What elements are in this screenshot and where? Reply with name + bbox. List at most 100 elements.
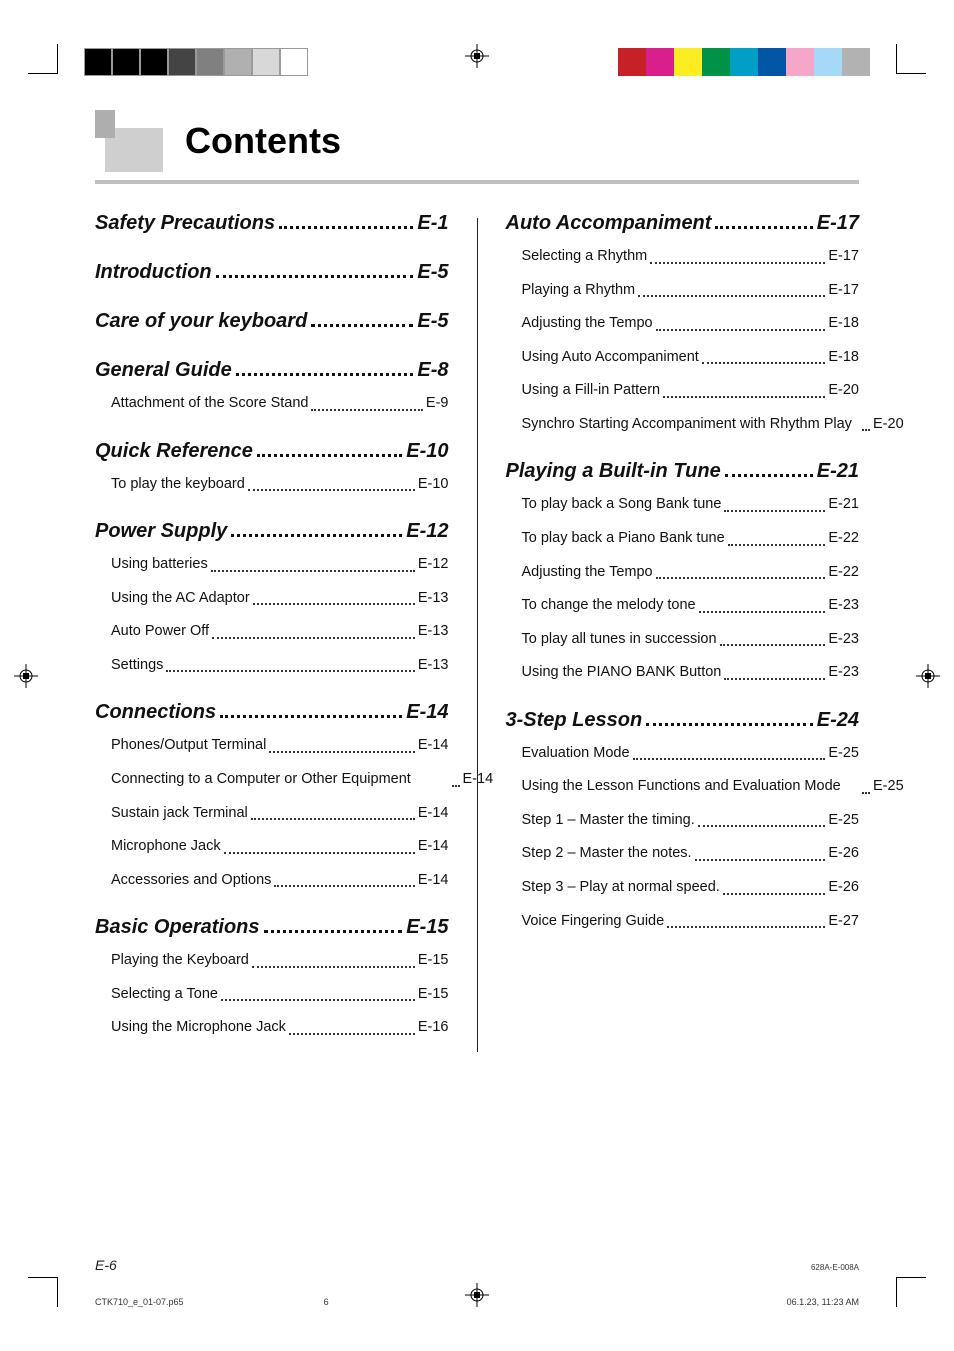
print-info-line: CTK710_e_01-07.p65 6 06.1.23, 11:23 AM: [95, 1297, 859, 1307]
page-footer: E-6 628A-E-008A: [95, 1257, 859, 1273]
toc-entry-page: E-10: [418, 475, 449, 495]
toc-entry: To play all tunes in successionE-23: [522, 630, 860, 650]
color-swatch: [842, 48, 870, 76]
toc-entry-page: E-15: [418, 985, 449, 1005]
toc-section-title: Introduction E-5: [95, 261, 449, 284]
toc-entry: Using Auto Accompaniment E-18: [522, 348, 860, 368]
toc-entry-label: Connecting to a Computer or Other Equipm…: [111, 770, 449, 790]
toc-section-title: 3-Step LessonE-24: [506, 709, 860, 732]
title-block: Contents: [95, 110, 859, 172]
toc-entry-page: E-16: [418, 1018, 449, 1038]
toc-entry: Playing the KeyboardE-15: [111, 951, 449, 971]
toc-entry: Accessories and Options E-14: [111, 871, 449, 891]
toc-entry: To play back a Song Bank tuneE-21: [522, 495, 860, 515]
toc-section-page: E-8: [417, 359, 448, 382]
registration-mark-icon: [916, 664, 940, 688]
toc-entry: Sustain jack Terminal E-14: [111, 804, 449, 824]
toc-section-page: E-5: [417, 310, 448, 333]
color-swatch: [224, 48, 252, 76]
toc-entry: Synchro Starting Accompaniment with Rhyt…: [522, 415, 860, 435]
toc-entry-page: E-14: [463, 770, 494, 790]
toc-section-page: E-5: [417, 261, 448, 284]
toc-section-title: Power SupplyE-12: [95, 520, 449, 543]
title-ornament-icon: [95, 110, 163, 172]
print-file: CTK710_e_01-07.p65: [95, 1297, 184, 1307]
toc-entry-page: E-15: [418, 951, 449, 971]
toc-entry-label: Settings: [111, 656, 163, 676]
toc-entry-label: Using the AC Adaptor: [111, 589, 250, 609]
page-number: E-6: [95, 1257, 117, 1273]
toc-entry: Adjusting the TempoE-18: [522, 314, 860, 334]
toc-entry-label: Using the Microphone Jack: [111, 1018, 286, 1038]
toc-entry-page: E-22: [828, 529, 859, 549]
toc-entry-label: Accessories and Options: [111, 871, 271, 891]
toc-entry: Using the Microphone Jack E-16: [111, 1018, 449, 1038]
toc-entry: Using the PIANO BANK ButtonE-23: [522, 663, 860, 683]
toc-entry-label: To play back a Piano Bank tune: [522, 529, 725, 549]
title-rule: [95, 180, 859, 184]
toc-entry-label: Adjusting the Tempo: [522, 563, 653, 583]
toc-section-title: Quick Reference E-10: [95, 440, 449, 463]
color-swatch: [730, 48, 758, 76]
toc-section-title: General GuideE-8: [95, 359, 449, 382]
toc-entry-page: E-14: [418, 871, 449, 891]
toc-entry-label: Using batteries: [111, 555, 208, 575]
color-swatch: [280, 48, 308, 76]
toc-entry-page: E-23: [828, 596, 859, 616]
toc-entry-label: Step 3 – Play at normal speed.: [522, 878, 720, 898]
color-swatch: [168, 48, 196, 76]
toc-entry-page: E-14: [418, 804, 449, 824]
toc-entry-page: E-17: [828, 247, 859, 267]
toc-entry-label: Using Auto Accompaniment: [522, 348, 699, 368]
toc-entry: Phones/Output TerminalE-14: [111, 736, 449, 756]
toc-entry-label: Using the PIANO BANK Button: [522, 663, 722, 683]
color-swatch: [646, 48, 674, 76]
toc-entry-page: E-14: [418, 736, 449, 756]
toc-section-label: Basic Operations: [95, 916, 260, 939]
toc-left-column: Safety Precautions E-1 Introduction E-5 Care…: [95, 212, 449, 1052]
toc-section-title: Auto AccompanimentE-17: [506, 212, 860, 235]
grayscale-color-bar: [84, 48, 308, 76]
toc-section-page: E-17: [817, 212, 859, 235]
registration-mark-icon: [14, 664, 38, 688]
toc-entry-page: E-22: [828, 563, 859, 583]
toc-entry-page: E-12: [418, 555, 449, 575]
toc-entry: To play the keyboard E-10: [111, 475, 449, 495]
toc-entry-page: E-25: [873, 777, 904, 797]
toc-entry: Step 2 – Master the notes.E-26: [522, 844, 860, 864]
toc-section-label: Quick Reference: [95, 440, 253, 463]
toc-section-title: ConnectionsE-14: [95, 701, 449, 724]
toc-entry-label: To play the keyboard: [111, 475, 245, 495]
color-swatch: [140, 48, 168, 76]
toc-section-page: E-21: [817, 460, 859, 483]
toc-entry: Selecting a ToneE-15: [111, 985, 449, 1005]
toc-entry-page: E-26: [828, 878, 859, 898]
toc-section-label: Care of your keyboard: [95, 310, 307, 333]
toc-section-page: E-1: [417, 212, 448, 235]
page-title: Contents: [185, 120, 341, 162]
print-sheet: 6: [324, 1297, 329, 1307]
toc-section-title: Playing a Built-in TuneE-21: [506, 460, 860, 483]
toc-section-title: Safety Precautions E-1: [95, 212, 449, 235]
toc-entry: Step 1 – Master the timing.E-25: [522, 811, 860, 831]
toc-section-label: Introduction: [95, 261, 212, 284]
toc-entry-label: Sustain jack Terminal: [111, 804, 248, 824]
toc-section-page: E-10: [406, 440, 448, 463]
doc-code: 628A-E-008A: [811, 1263, 859, 1272]
toc-entry-page: E-9: [426, 394, 449, 414]
toc-entry: SettingsE-13: [111, 656, 449, 676]
color-swatch: [814, 48, 842, 76]
color-swatch: [786, 48, 814, 76]
toc-entry: Using a Fill-in Pattern E-20: [522, 381, 860, 401]
toc-entry-page: E-18: [828, 348, 859, 368]
print-timestamp: 06.1.23, 11:23 AM: [787, 1297, 859, 1307]
toc-entry-page: E-20: [873, 415, 904, 435]
toc-entry-page: E-20: [828, 381, 859, 401]
toc-entry-label: Using a Fill-in Pattern: [522, 381, 661, 401]
toc-entry: Connecting to a Computer or Other Equipm…: [111, 770, 449, 790]
toc-section-page: E-24: [817, 709, 859, 732]
toc-section-label: Safety Precautions: [95, 212, 275, 235]
toc-entry-page: E-26: [828, 844, 859, 864]
color-swatch: [84, 48, 112, 76]
color-swatch: [618, 48, 646, 76]
